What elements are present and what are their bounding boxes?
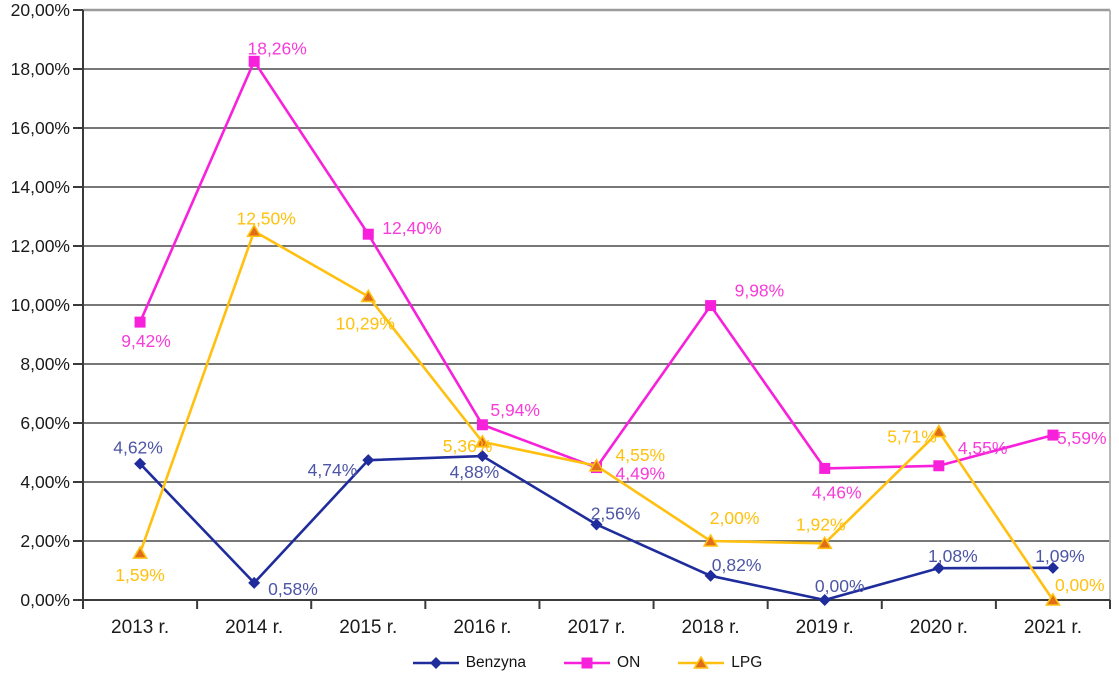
y-tick-label: 4,00% — [20, 472, 70, 492]
series-labels-lpg: 1,59% 12,50% 10,29% 5,36% 4,55% 2,00% 1,92% 5,7… — [115, 208, 1104, 595]
data-point-label: 9,98% — [735, 281, 785, 301]
y-tick-label: 16,00% — [11, 118, 70, 138]
data-point-label: 4,55% — [958, 438, 1008, 458]
series-labels-on: 9,42% 18,26% 12,40% 5,94% 4,49% 9,98% 4,46% 4,5… — [121, 38, 1106, 502]
series-on — [134, 55, 1059, 474]
x-tick-label: 2020 r. — [910, 617, 968, 638]
chart-legend: Benzyna ON LPG — [0, 648, 1119, 678]
data-point-marker — [1045, 592, 1061, 606]
data-point-marker — [1046, 561, 1059, 574]
data-point-marker — [362, 454, 375, 467]
data-point-label: 2,56% — [591, 503, 641, 523]
data-point-marker — [476, 450, 489, 463]
data-point-label: 0,00% — [1055, 575, 1105, 595]
data-point-label: 5,71% — [887, 427, 937, 447]
data-point-label: 12,50% — [236, 208, 295, 228]
x-tick-label: 2019 r. — [796, 617, 854, 638]
triangle-legend-marker-icon — [678, 656, 725, 669]
legend-item-lpg: LPG — [678, 655, 762, 671]
series-lpg — [132, 223, 1061, 606]
data-point-label: 18,26% — [247, 38, 306, 58]
data-point-marker — [362, 228, 374, 240]
data-point-marker — [588, 458, 605, 472]
y-tick-label: 8,00% — [20, 354, 70, 374]
data-point-label: 4,55% — [616, 445, 666, 465]
series-labels-benzyna: 4,62% 0,58% 4,74% 4,88% 2,56% 0,82% 0,00% 1,08%… — [113, 438, 1085, 599]
data-point-marker — [248, 576, 261, 589]
diamond-legend-marker-icon — [412, 657, 459, 669]
data-point-marker — [693, 656, 710, 669]
x-tick-label: 2018 r. — [682, 617, 740, 638]
x-tick-label: 2013 r. — [111, 617, 169, 638]
y-tick-label: 2,00% — [20, 531, 70, 551]
data-point-label: 1,92% — [796, 514, 846, 534]
data-point-marker — [246, 223, 263, 238]
data-point-marker — [581, 657, 593, 669]
data-point-marker — [360, 288, 377, 303]
data-point-marker — [134, 457, 147, 470]
series-benzyna — [134, 450, 1059, 606]
data-point-label: 1,09% — [1035, 546, 1085, 566]
data-point-label: 5,59% — [1057, 428, 1107, 448]
x-tick-label: 2015 r. — [339, 617, 397, 638]
data-point-label: 10,29% — [336, 313, 395, 333]
data-point-marker — [933, 460, 945, 472]
data-point-marker — [932, 562, 945, 575]
data-point-label: 0,82% — [712, 555, 762, 575]
data-point-label: 4,62% — [113, 438, 163, 458]
legend-label: Benzyna — [465, 654, 527, 672]
data-point-label: 0,58% — [268, 579, 318, 599]
legend-label: ON — [617, 654, 641, 672]
data-point-marker — [702, 533, 719, 547]
data-point-label: 12,40% — [382, 218, 441, 238]
data-point-marker — [134, 316, 146, 328]
data-point-marker — [429, 657, 442, 669]
data-point-label: 1,08% — [928, 546, 978, 566]
data-point-label: 9,42% — [121, 331, 171, 351]
data-point-marker — [819, 462, 831, 474]
y-tick-label: 18,00% — [11, 59, 70, 79]
data-point-label: 4,88% — [450, 462, 500, 482]
y-tick-label: 12,00% — [11, 236, 70, 256]
data-point-label: 0,00% — [815, 576, 865, 596]
data-point-marker — [132, 545, 148, 559]
data-point-label: 4,74% — [308, 460, 358, 480]
y-tick-label: 10,00% — [11, 295, 70, 315]
data-point-label: 4,46% — [812, 482, 862, 502]
data-point-label: 5,36% — [443, 436, 493, 456]
data-point-label: 5,94% — [490, 400, 540, 420]
legend-item-on: ON — [564, 655, 640, 671]
data-point-marker — [816, 535, 833, 550]
data-point-marker — [705, 300, 717, 312]
y-tick-label: 0,00% — [20, 590, 70, 610]
y-tick-label: 14,00% — [11, 177, 70, 197]
y-tick-label: 20,00% — [11, 0, 70, 20]
x-tick-label: 2021 r. — [1024, 617, 1082, 638]
data-point-marker — [590, 518, 603, 531]
data-point-label: 1,59% — [115, 565, 165, 585]
data-point-marker — [1047, 429, 1059, 441]
data-point-marker — [248, 55, 260, 67]
data-point-marker — [704, 569, 717, 582]
data-point-marker — [818, 594, 831, 606]
series-line — [138, 60, 1055, 470]
series-line — [138, 229, 1055, 602]
x-tick-label: 2017 r. — [567, 617, 625, 638]
data-point-label: 2,00% — [710, 508, 760, 528]
chart-plot-area: 20,00% 18,00% 16,00% 14,00% 12,00% 10,00% 8,00… — [11, 0, 1111, 638]
square-legend-marker-icon — [564, 657, 611, 669]
legend-label: LPG — [731, 654, 763, 672]
x-tick-label: 2016 r. — [453, 617, 511, 638]
legend-item-benzyna: Benzyna — [412, 654, 527, 672]
data-point-marker — [474, 434, 491, 448]
data-point-marker — [476, 419, 488, 431]
data-point-label: 4,49% — [616, 464, 666, 484]
data-point-marker — [930, 423, 947, 438]
y-tick-label: 6,00% — [20, 413, 70, 433]
x-tick-label: 2014 r. — [225, 617, 283, 638]
